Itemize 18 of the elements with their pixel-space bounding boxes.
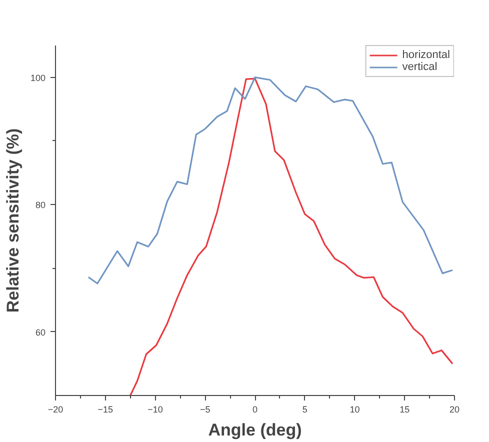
x-tick-label: 15: [400, 404, 410, 414]
y-tick-label: 60: [35, 327, 46, 338]
y-tick-label: 100: [30, 72, 46, 83]
line-series: [88, 76, 454, 284]
legend-label: horizontal: [402, 49, 450, 61]
x-tick-label: −20: [48, 404, 64, 414]
x-tick-label: −15: [98, 404, 114, 414]
x-tick-label: 20: [449, 404, 460, 414]
line-series: [130, 78, 454, 396]
x-tick-label: 5: [302, 404, 308, 414]
y-tick-label: 80: [35, 200, 46, 210]
legend-label: vertical: [402, 61, 438, 73]
x-axis-title: Angle (deg): [208, 420, 302, 440]
x-tick-label: 0: [252, 404, 258, 414]
y-axis-title: Relative sensitivity (%): [3, 128, 22, 313]
x-tick-label: 10: [350, 404, 360, 414]
x-tick-label: −10: [148, 404, 163, 414]
x-tick-label: −5: [200, 404, 210, 414]
